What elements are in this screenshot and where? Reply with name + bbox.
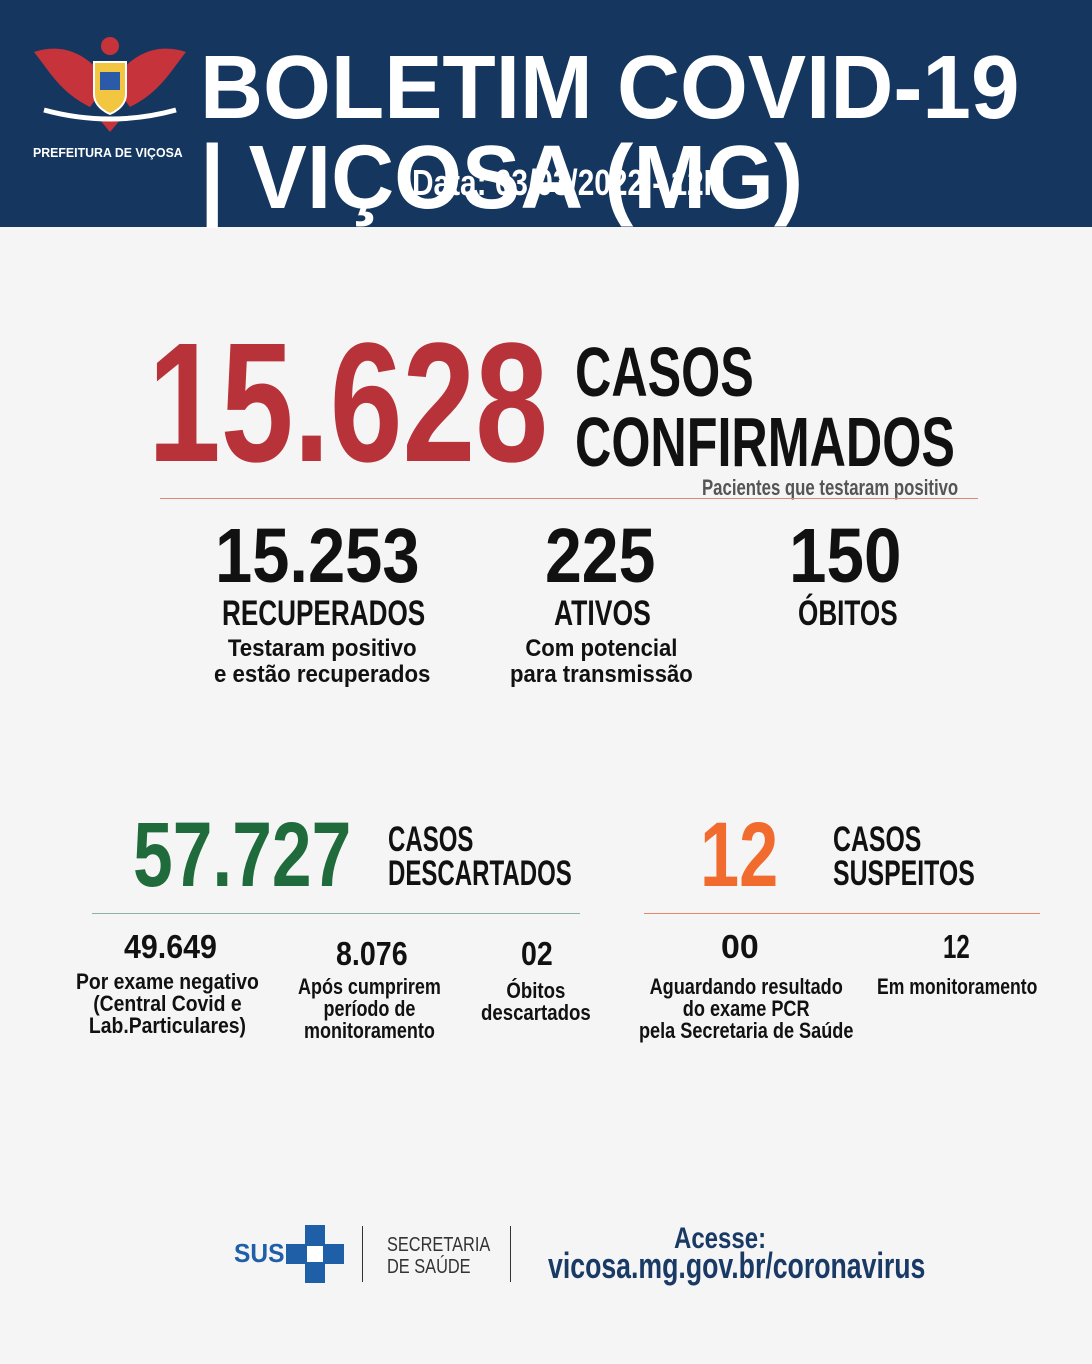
stat-note: Com potencial para transmissão xyxy=(509,635,693,688)
detail-label: Óbitos descartados xyxy=(481,978,591,1025)
suspected-label: CASOS SUSPEITOS xyxy=(833,820,975,893)
access-label: Acesse: xyxy=(674,1222,767,1255)
stat-value: 225 xyxy=(545,513,656,599)
confirmed-note: Pacientes que testaram positivo xyxy=(702,475,959,500)
divider xyxy=(160,498,978,499)
department: SECRETARIA DE SAÚDE xyxy=(387,1234,491,1278)
divider xyxy=(644,913,1040,914)
date: Data: 03/03/2022 - 12H xyxy=(411,162,725,203)
suspected-value: 12 xyxy=(700,804,779,906)
detail-value: 02 xyxy=(521,935,553,972)
stat-label: RECUPERADOS xyxy=(222,594,426,633)
discarded-label: CASOS DESCARTADOS xyxy=(388,820,572,893)
header-band xyxy=(0,0,1092,227)
detail-value: 8.076 xyxy=(336,935,408,972)
discarded-value: 57.727 xyxy=(133,804,352,906)
divider xyxy=(362,1226,363,1282)
detail-value: 12 xyxy=(942,928,970,965)
sus-text: SUS xyxy=(234,1238,285,1268)
detail-value: 00 xyxy=(721,928,759,965)
stat-value: 15.253 xyxy=(215,513,420,599)
url: vicosa.mg.gov.br/coronavirus xyxy=(548,1245,926,1286)
detail-label: Aguardando resultado do exame PCR pela S… xyxy=(639,974,854,1043)
stat-label: ÓBITOS xyxy=(798,594,898,633)
detail-label: Em monitoramento xyxy=(877,974,1038,999)
logo xyxy=(34,37,186,132)
stat-value: 150 xyxy=(789,513,902,599)
detail-label: Por exame negativo (Central Covid e Lab.… xyxy=(75,969,259,1038)
stat-note: Testaram positivo e estão recuperados xyxy=(214,635,431,688)
stat-label: ATIVOS xyxy=(553,594,651,633)
organization: PREFEITURA DE VIÇOSA xyxy=(33,145,183,160)
divider xyxy=(510,1226,511,1282)
detail-value: 49.649 xyxy=(123,928,217,965)
confirmed-value: 15.628 xyxy=(148,308,548,498)
confirmed-label: CASOS CONFIRMADOS xyxy=(575,333,955,481)
divider xyxy=(92,913,580,914)
title: BOLETIM COVID-19 | VIÇOSA (MG) xyxy=(200,38,1020,228)
sus-cross xyxy=(286,1225,344,1283)
detail-label: Após cumprirem período de monitoramento xyxy=(297,974,441,1043)
